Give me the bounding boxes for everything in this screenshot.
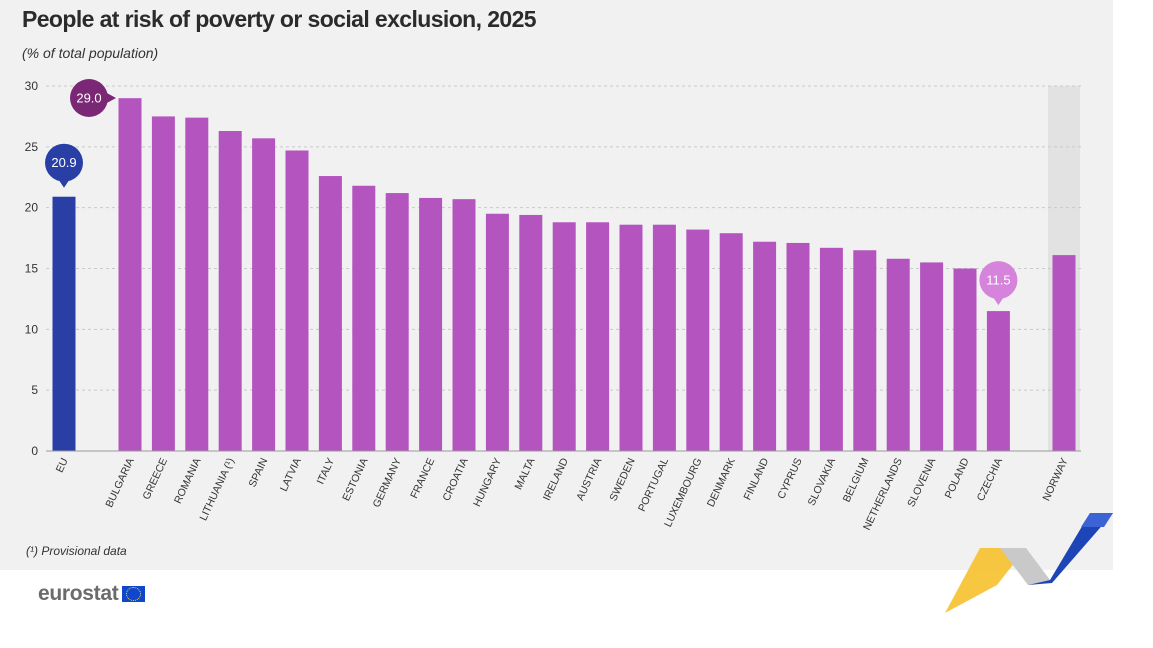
bar: [519, 214, 543, 451]
brand-chevron-decoration: [945, 513, 1113, 613]
x-tick-label: LUXEMBOURG: [662, 456, 704, 529]
bar: [586, 222, 610, 451]
bar: [619, 224, 643, 451]
y-tick-label: 0: [31, 444, 38, 458]
callout-label: 20.9: [51, 155, 76, 170]
y-tick-label: 20: [25, 201, 39, 215]
bar: [218, 131, 242, 451]
x-tick-label: AUSTRIA: [574, 456, 604, 502]
x-tick-label: FINLAND: [741, 456, 771, 502]
bar: [151, 116, 175, 452]
x-tick-label: SLOVENIA: [905, 456, 938, 509]
x-tick-label: BELGIUM: [841, 456, 872, 504]
bar-chart: 0 5 10 15 20 25 30 EU BULGARIA GREECE ROMANIALITHU…: [25, 79, 1081, 532]
y-tick-label: 5: [31, 383, 38, 397]
bar: [352, 185, 376, 451]
bar: [719, 233, 743, 451]
x-tick-label: DENMARK: [705, 456, 738, 509]
x-tick-label: BULGARIA: [103, 456, 136, 509]
bar: [52, 196, 76, 451]
bar: [853, 250, 877, 451]
x-tick-label: GERMANY: [371, 456, 404, 509]
chart-title: People at risk of poverty or social excl…: [22, 6, 537, 32]
bar: [318, 176, 342, 452]
x-tick-label: FRANCE: [408, 456, 437, 500]
y-tick-label: 15: [25, 262, 39, 276]
eu-flag-icon: [122, 586, 146, 602]
bar: [252, 138, 276, 452]
footnote: (¹) Provisional data: [26, 544, 127, 558]
bar: [686, 229, 710, 451]
x-tick-label: SWEDEN: [607, 456, 637, 503]
x-tick-label: MALTA: [513, 456, 538, 491]
bar: [886, 258, 910, 451]
x-tick-label: SPAIN: [246, 456, 270, 489]
x-tick-label: HUNGARY: [471, 456, 504, 508]
bar: [552, 222, 576, 451]
bar: [419, 197, 443, 451]
bar: [753, 241, 777, 451]
x-tick-label: ESTONIA: [340, 456, 370, 503]
x-tick-label: ROMANIA: [172, 456, 204, 505]
x-tick-label: LITHUANIA (¹): [197, 456, 236, 522]
bar: [285, 150, 309, 451]
x-tick-label: CZECHIA: [975, 456, 1005, 503]
y-tick-label: 30: [25, 79, 39, 93]
bar: [920, 262, 944, 451]
callout-label: 29.0: [76, 91, 101, 106]
callout-eu: 20.9: [45, 143, 83, 188]
bar: [385, 193, 409, 452]
bar: [652, 224, 676, 451]
x-tick-label: CYPRUS: [775, 456, 804, 501]
x-tick-label: CROATIA: [440, 456, 470, 503]
bar: [452, 199, 476, 451]
x-tick-label: NORWAY: [1040, 456, 1070, 503]
y-tick-label: 10: [25, 322, 39, 336]
x-tick-label: POLAND: [943, 456, 972, 501]
chart-subtitle: (% of total population): [22, 45, 159, 61]
x-tick-label: LATVIA: [278, 456, 304, 493]
x-tick-label: ITALY: [315, 456, 338, 486]
bar: [1052, 255, 1076, 451]
bar: [819, 247, 843, 451]
x-tick-label: EU: [54, 456, 71, 474]
callout-bulgaria: 29.0: [70, 79, 116, 117]
bar: [786, 242, 810, 451]
bar: [185, 117, 209, 451]
x-tick-label: IRELAND: [541, 456, 571, 503]
x-tick-label: GREECE: [141, 456, 171, 501]
x-tick-label: PORTUGAL: [636, 456, 671, 513]
x-tick-label: SLOVAKIA: [806, 456, 839, 507]
bar: [118, 98, 142, 452]
logo-text: eurostat: [38, 582, 119, 605]
y-tick-label: 25: [25, 140, 39, 154]
eurostat-logo: eurostat: [38, 582, 146, 606]
bar: [953, 268, 977, 451]
bar: [485, 213, 509, 451]
callout-czechia: 11.5: [979, 261, 1018, 306]
callout-label: 11.5: [986, 273, 1010, 288]
bar: [986, 311, 1010, 451]
